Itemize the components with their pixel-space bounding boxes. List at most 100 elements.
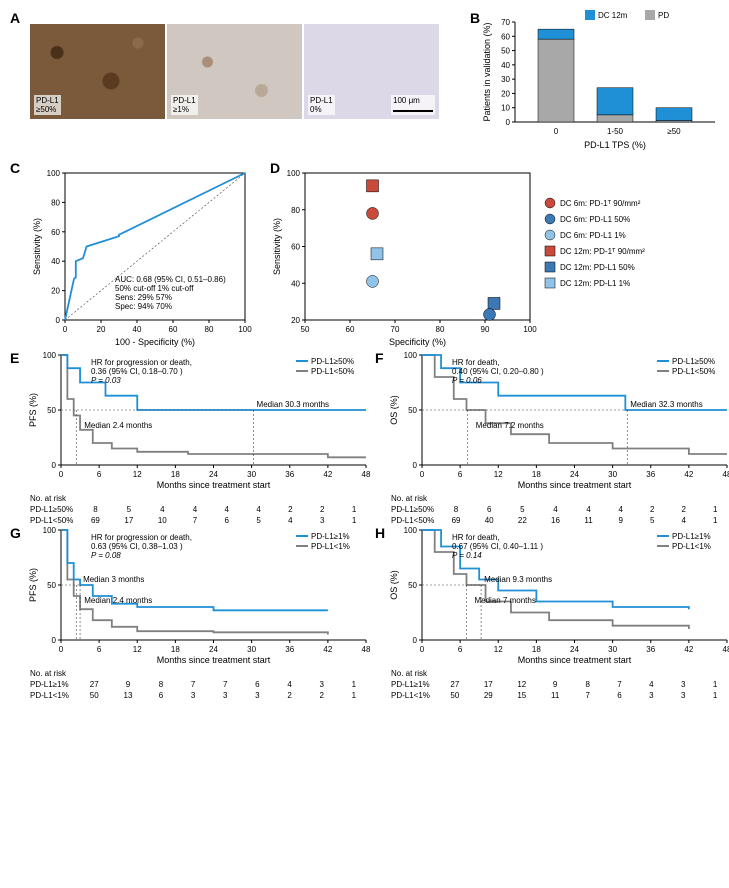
risk-table: No. at riskPD-L1≥50%854444221PD-L1<50%69… (26, 492, 371, 527)
svg-text:36: 36 (646, 470, 655, 479)
svg-text:0.36 (95% CI, 0.18–0.70 ): 0.36 (95% CI, 0.18–0.70 ) (91, 367, 183, 376)
svg-text:PFS (%): PFS (%) (28, 393, 38, 427)
svg-text:Specificity (%): Specificity (%) (389, 337, 446, 347)
svg-text:20: 20 (97, 325, 106, 334)
svg-text:12: 12 (133, 645, 142, 654)
svg-text:12: 12 (133, 470, 142, 479)
svg-text:PFS (%): PFS (%) (28, 568, 38, 602)
svg-text:AUC: 0.68 (95% CI, 0.51–0.8: AUC: 0.68 (95% CI, 0.51–0.86) (115, 275, 226, 284)
svg-text:HR for progression or death,: HR for progression or death, (91, 358, 192, 367)
svg-text:P = 0.14: P = 0.14 (452, 551, 482, 560)
svg-text:100: 100 (238, 325, 252, 334)
svg-text:48: 48 (723, 470, 729, 479)
svg-text:PD-L1≥50%: PD-L1≥50% (672, 357, 715, 366)
svg-text:Median 7.2 months: Median 7.2 months (476, 421, 544, 430)
svg-text:1-50: 1-50 (607, 127, 624, 136)
svg-text:PD-L1≥50%: PD-L1≥50% (311, 357, 354, 366)
panel-h-label: H (375, 525, 385, 541)
svg-text:80: 80 (51, 198, 60, 207)
svg-text:Months since treatment start: Months since treatment start (157, 480, 271, 490)
svg-text:42: 42 (684, 645, 693, 654)
svg-text:PD-L1<50%: PD-L1<50% (672, 367, 715, 376)
svg-text:40: 40 (51, 257, 60, 266)
panel-f: 0501000612182430364248HR for death,0.40 … (387, 350, 729, 525)
svg-text:Months since treatment start: Months since treatment start (157, 655, 271, 665)
svg-text:Median 9.3 months: Median 9.3 months (484, 575, 552, 584)
svg-text:PD-L1≥1%: PD-L1≥1% (311, 532, 350, 541)
svg-text:DC 6m: PD-L1 50%: DC 6m: PD-L1 50% (560, 215, 630, 224)
svg-text:Patients in validation (%): Patients in validation (%) (482, 22, 492, 121)
svg-text:0: 0 (59, 470, 64, 479)
svg-text:24: 24 (209, 645, 218, 654)
svg-text:0: 0 (52, 461, 57, 470)
svg-text:50: 50 (301, 325, 310, 334)
svg-text:100: 100 (523, 325, 537, 334)
svg-text:PD-L1<1%: PD-L1<1% (672, 542, 711, 551)
svg-text:0.40 (95% CI, 0.20–0.80 ): 0.40 (95% CI, 0.20–0.80 ) (452, 367, 544, 376)
svg-text:0: 0 (554, 127, 559, 136)
svg-text:P = 0.08: P = 0.08 (91, 551, 121, 560)
svg-text:100 - Specificity (%): 100 - Specificity (%) (115, 337, 195, 347)
histology-caption: PD-L10% (308, 95, 335, 115)
svg-text:18: 18 (171, 470, 180, 479)
svg-text:Sensitivity (%): Sensitivity (%) (32, 218, 42, 275)
svg-text:20: 20 (501, 89, 510, 98)
svg-text:6: 6 (458, 470, 463, 479)
svg-text:0.67 (95% CI, 0.40–1.11 ): 0.67 (95% CI, 0.40–1.11 ) (452, 542, 543, 551)
svg-text:50: 50 (47, 406, 56, 415)
svg-text:6: 6 (458, 645, 463, 654)
panel-b-label: B (470, 10, 480, 26)
svg-text:DC 6m: PD-L1 1%: DC 6m: PD-L1 1% (560, 231, 626, 240)
svg-text:40: 40 (133, 325, 142, 334)
svg-text:Median 3 months: Median 3 months (83, 575, 144, 584)
svg-text:42: 42 (323, 470, 332, 479)
svg-text:Median 2.4 months: Median 2.4 months (84, 596, 152, 605)
panel-a: PD-L1≥50% PD-L1≥1% PD-L10%100 μm (10, 24, 439, 130)
svg-text:6: 6 (97, 645, 102, 654)
svg-text:40: 40 (501, 61, 510, 70)
svg-text:HR for death,: HR for death, (452, 533, 500, 542)
km-chart: 0501000612182430364248HR for progression… (26, 350, 371, 490)
svg-text:80: 80 (291, 206, 300, 215)
km-chart: 0501000612182430364248HR for death,0.67 … (387, 525, 729, 665)
svg-text:42: 42 (684, 470, 693, 479)
km-chart: 0501000612182430364248HR for death,0.40 … (387, 350, 729, 490)
svg-text:Spec: 94% 70%: Spec: 94% 70% (115, 302, 172, 311)
panel-g: 0501000612182430364248HR for progression… (26, 525, 371, 700)
svg-text:24: 24 (209, 470, 218, 479)
svg-text:36: 36 (285, 470, 294, 479)
svg-text:48: 48 (723, 645, 729, 654)
panel-d: 506070809010020406080100DC 6m: PD-1ᵀ 90/… (270, 168, 710, 348)
svg-text:36: 36 (285, 645, 294, 654)
svg-text:Median 32.3 months: Median 32.3 months (630, 400, 703, 409)
svg-text:PD: PD (658, 11, 669, 20)
svg-text:60: 60 (346, 325, 355, 334)
svg-text:OS (%): OS (%) (389, 395, 399, 425)
svg-text:70: 70 (391, 325, 400, 334)
panel-h: 0501000612182430364248HR for death,0.67 … (387, 525, 729, 700)
risk-table: No. at riskPD-L1≥50%865444221PD-L1<50%69… (387, 492, 729, 527)
svg-text:30: 30 (608, 470, 617, 479)
svg-text:36: 36 (646, 645, 655, 654)
svg-text:70: 70 (501, 18, 510, 27)
svg-text:0: 0 (420, 645, 425, 654)
svg-text:P = 0.06: P = 0.06 (452, 376, 482, 385)
km-chart: 0501000612182430364248HR for progression… (26, 525, 371, 665)
risk-table: No. at riskPD-L1≥1%271712987431PD-L1<1%5… (387, 667, 729, 702)
histology-image: PD-L10%100 μm (304, 24, 439, 119)
svg-text:PD-L1≥1%: PD-L1≥1% (672, 532, 711, 541)
svg-text:12: 12 (494, 470, 503, 479)
histology-caption: PD-L1≥1% (171, 95, 198, 115)
svg-text:100: 100 (43, 526, 57, 535)
svg-text:Median 30.3 months: Median 30.3 months (257, 400, 330, 409)
svg-text:Sensitivity (%): Sensitivity (%) (272, 218, 282, 275)
svg-text:40: 40 (291, 279, 300, 288)
svg-text:30: 30 (247, 470, 256, 479)
svg-text:24: 24 (570, 470, 579, 479)
svg-text:50% cut-off 1% cut-off: 50% cut-off 1% cut-off (115, 284, 194, 293)
panel-e-label: E (10, 350, 19, 366)
svg-text:0.63 (95% CI, 0.38–1.03 ): 0.63 (95% CI, 0.38–1.03 ) (91, 542, 183, 551)
histology-caption: PD-L1≥50% (34, 95, 61, 115)
svg-text:80: 80 (205, 325, 214, 334)
svg-text:18: 18 (532, 645, 541, 654)
